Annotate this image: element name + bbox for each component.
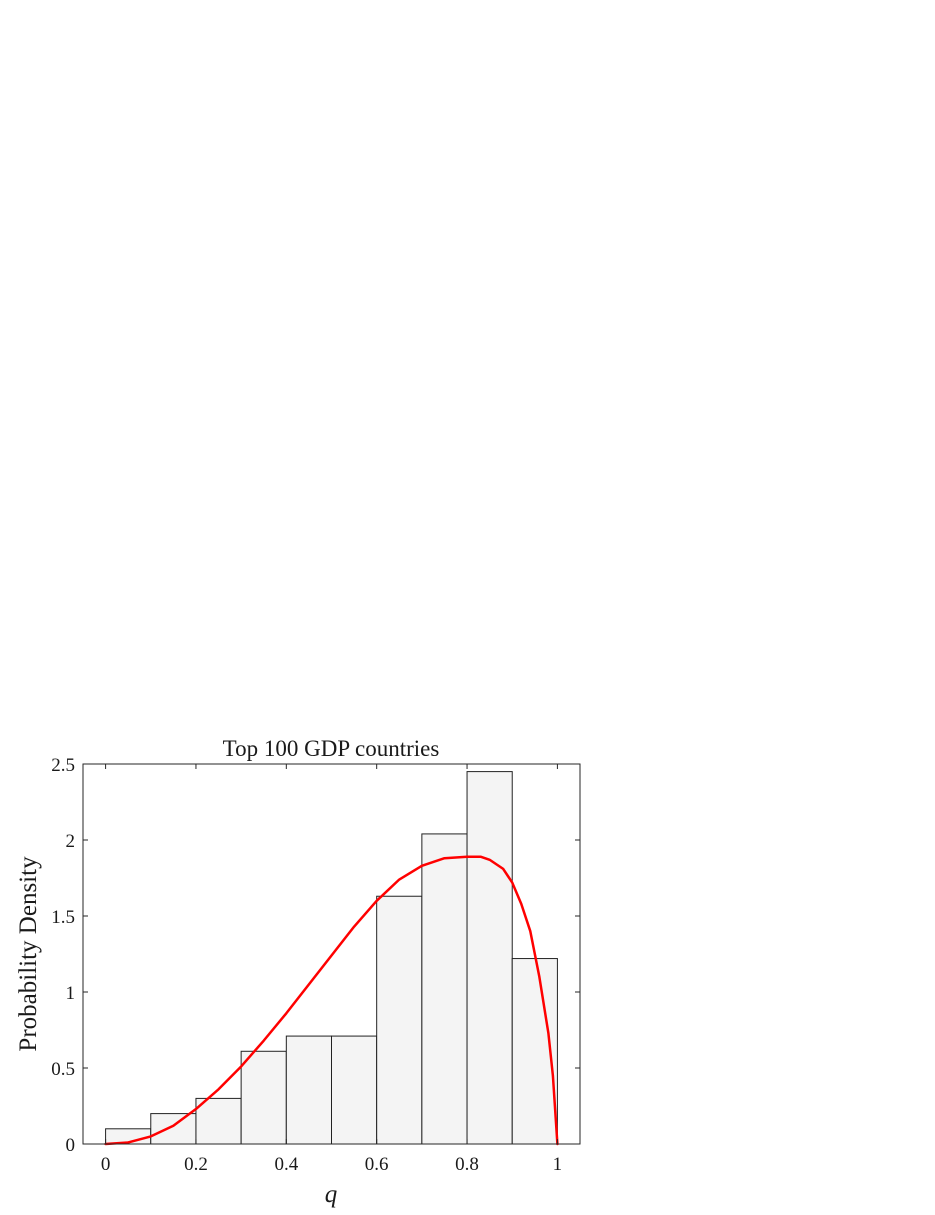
histogram-bar (150, 1113, 197, 1145)
x-tick-label: 0.2 (184, 1154, 208, 1175)
fit-curve (104, 855, 559, 1146)
chart-title: Top 100 GDP countries (223, 736, 440, 761)
y-tick-label: 0.5 (51, 1059, 75, 1080)
histogram-bar (466, 771, 513, 1145)
plot-frame (82, 763, 581, 1145)
histogram-bar (331, 1035, 378, 1145)
y-axis-ticks: 0 0.5 1 1.5 2 2.5 (51, 755, 580, 1156)
histogram-bar (240, 1050, 287, 1145)
x-tick-label: 0 (101, 1154, 111, 1175)
x-tick-label: 0.8 (455, 1154, 479, 1175)
y-axis-label: Probability Density (15, 856, 42, 1052)
y-tick-label: 1 (66, 983, 76, 1004)
x-axis-label: q (325, 1181, 338, 1208)
fit-curve-layer (104, 855, 559, 1146)
y-tick-label: 1.5 (51, 907, 75, 928)
histogram-bar (285, 1035, 332, 1145)
histogram-bar (195, 1097, 242, 1145)
x-axis-ticks: 0 0.2 0.4 0.6 0.8 1 (101, 764, 562, 1175)
x-tick-label: 1 (553, 1154, 563, 1175)
y-tick-label: 0 (66, 1135, 76, 1156)
y-tick-label: 2 (66, 831, 76, 852)
x-tick-label: 0.4 (274, 1154, 298, 1175)
histogram-bar (421, 833, 468, 1145)
histogram-bar (376, 895, 423, 1145)
histogram-bars (105, 771, 558, 1145)
x-tick-label: 0.6 (365, 1154, 389, 1175)
y-tick-label: 2.5 (51, 755, 75, 776)
